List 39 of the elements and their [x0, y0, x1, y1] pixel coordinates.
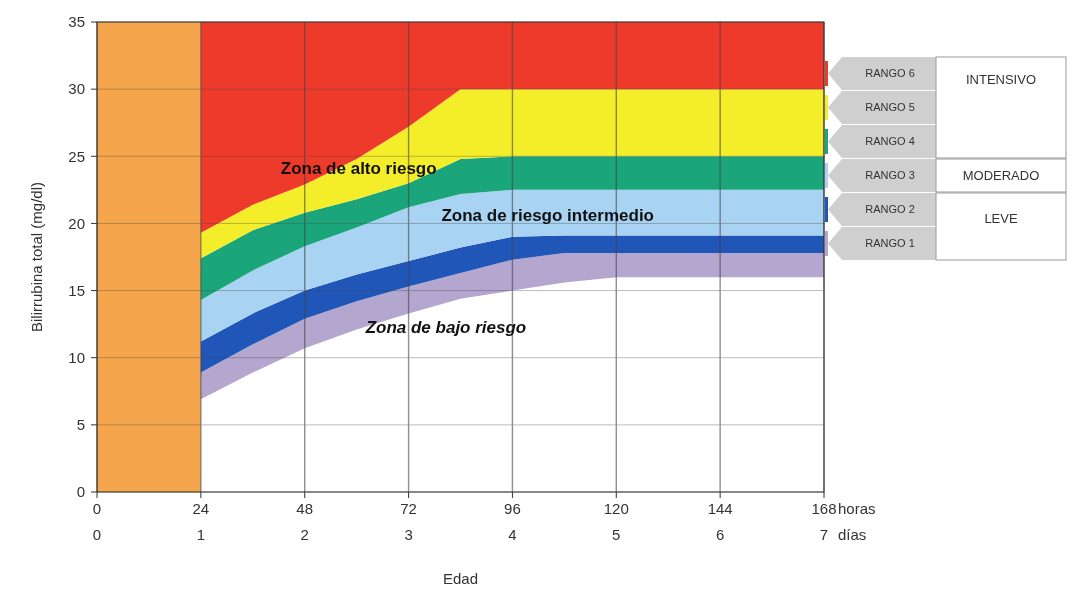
y-tick-label: 0 — [76, 483, 85, 501]
x-tick-label: 96 — [504, 500, 521, 517]
x2-tick-label: 0 — [92, 526, 102, 543]
x-tick-label: 48 — [296, 500, 314, 517]
text: días — [838, 526, 867, 543]
x2-tick-label: 4 — [508, 526, 517, 543]
x-tick-label: 72 — [400, 500, 417, 517]
annotation: Zona de riesgo intermedio — [441, 205, 655, 225]
text: RANGO 4 — [865, 135, 915, 148]
text: RANGO 3 — [865, 169, 915, 182]
text: RANGO 6 — [865, 67, 915, 80]
x2-tick-label: 5 — [612, 526, 621, 543]
y-tick-label: 35 — [68, 13, 85, 31]
y-tick-label: 30 — [68, 80, 85, 98]
x-tick-label: 120 — [603, 500, 629, 517]
y-axis-title: Bilirrubina total (mg/dl) — [28, 181, 45, 333]
y-tick-label: 10 — [68, 348, 85, 366]
y-tick-label: 5 — [76, 416, 85, 434]
x2-tick-label: 3 — [404, 526, 413, 543]
x-tick-label: 24 — [192, 500, 210, 517]
y-tick-label: 25 — [68, 147, 85, 165]
x2-tick-label: 2 — [300, 526, 309, 543]
x-tick-label: 144 — [707, 500, 733, 517]
text: RANGO 2 — [865, 203, 915, 216]
text: RANGO 5 — [865, 101, 915, 114]
x2-tick-label: 1 — [196, 526, 206, 543]
x-tick-label: 0 — [92, 500, 102, 517]
text: RANGO 1 — [865, 237, 915, 250]
x-axis-title: Edad — [442, 570, 479, 587]
x-tick-label: 168 — [811, 500, 837, 517]
text: horas — [838, 500, 876, 517]
text: INTENSIVO — [965, 71, 1037, 87]
x2-tick-label: 6 — [715, 526, 725, 543]
text: LEVE — [984, 211, 1018, 227]
y-tick-label: 20 — [68, 214, 85, 232]
annotation: Zona de bajo riesgo — [364, 318, 527, 338]
x2-tick-label: 7 — [819, 526, 829, 543]
y-tick-label: 15 — [68, 281, 85, 299]
text: MODERADO — [962, 168, 1040, 184]
